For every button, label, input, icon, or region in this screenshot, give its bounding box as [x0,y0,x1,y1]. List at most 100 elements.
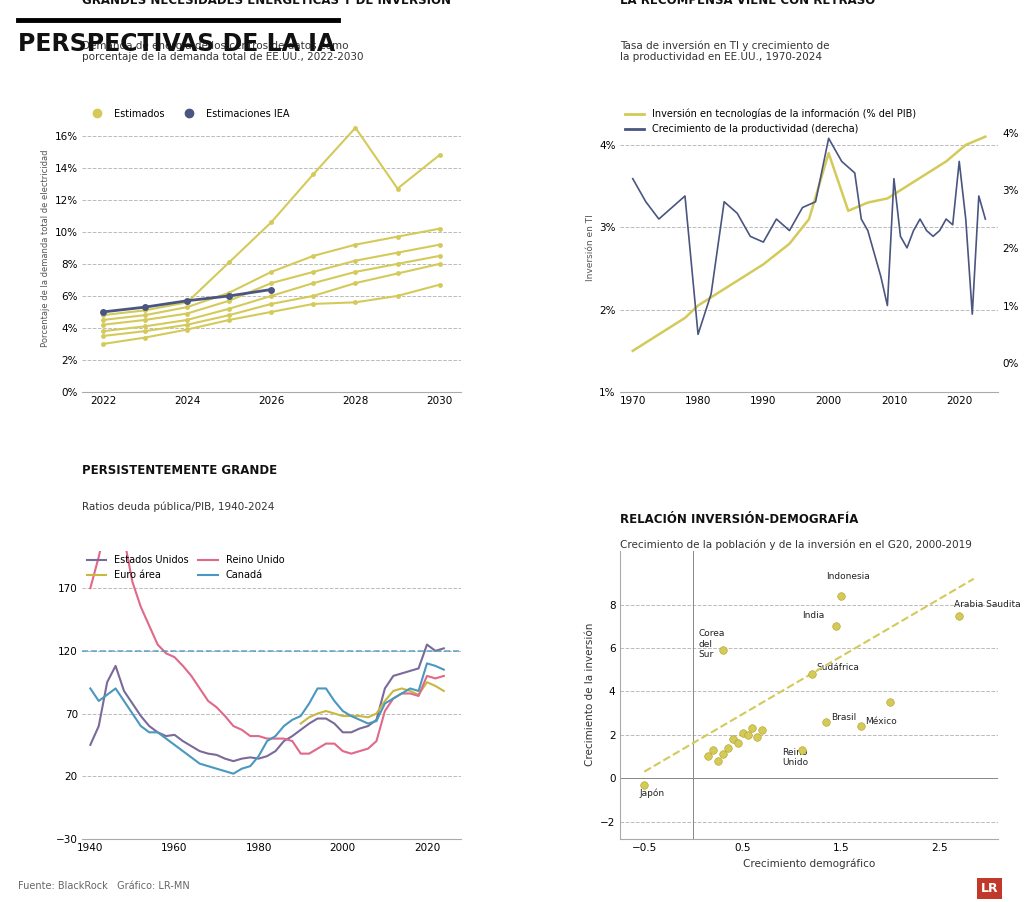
Reino Unido [236,724,248,735]
Legend: Estados Unidos, Euro área, Reino Unido, Canadá: Estados Unidos, Euro área, Reino Unido, … [87,556,285,580]
Euro área [413,689,425,700]
Reino Unido [337,746,349,757]
Estados Unidos [194,746,206,757]
Text: Sudáfrica: Sudáfrica [816,663,859,672]
Estados Unidos [371,714,383,725]
Estados Unidos [387,670,399,681]
Canadá [286,714,298,725]
Y-axis label: Inversión en TI: Inversión en TI [586,215,595,281]
Reino Unido [379,705,391,716]
Line: Euro área: Euro área [301,682,443,723]
Canadá [135,721,147,732]
Reino Unido [160,648,172,658]
Point [827,619,844,633]
Canadá [421,658,433,668]
Estados Unidos [404,666,417,676]
Canadá [319,683,332,694]
Estados Unidos [185,741,198,751]
Estados Unidos [345,727,357,738]
Reino Unido [353,746,366,757]
Text: Ratios deuda pública/PIB, 1940-2024: Ratios deuda pública/PIB, 1940-2024 [82,502,274,512]
Reino Unido [92,551,104,562]
Reino Unido [210,702,222,713]
Canadá [118,695,130,706]
Canadá [227,769,240,779]
Canadá [152,727,164,738]
Canadá [210,763,222,774]
Estados Unidos [295,724,307,735]
Point [725,732,741,746]
Point [715,747,731,761]
Estados Unidos [177,736,189,747]
Text: Brasil: Brasil [831,713,856,722]
Reino Unido [168,652,180,663]
Estados Unidos [110,660,122,671]
Estados Unidos [361,721,374,732]
Euro área [303,712,315,723]
Reino Unido [227,721,240,732]
Point [636,778,652,792]
Reino Unido [329,738,341,749]
Reino Unido [421,670,433,681]
Reino Unido [429,673,441,684]
Reino Unido [118,532,130,543]
Euro área [295,718,307,729]
Estados Unidos [168,730,180,741]
Point [951,608,968,622]
Reino Unido [404,688,417,699]
Estados Unidos [421,640,433,650]
Canadá [126,708,138,719]
Reino Unido [395,688,408,699]
Canadá [387,693,399,704]
Canadá [84,683,96,694]
Canadá [413,686,425,696]
Reino Unido [177,660,189,671]
Text: LR: LR [981,882,998,895]
Text: Crecimiento de la población y de la inversión en el G20, 2000-2019: Crecimiento de la población y de la inve… [620,539,972,549]
Reino Unido [413,691,425,702]
Estados Unidos [319,713,332,724]
Estados Unidos [135,711,147,722]
Canadá [371,715,383,726]
Estados Unidos [353,723,366,734]
Euro área [437,686,450,696]
Estados Unidos [337,727,349,738]
Estados Unidos [236,753,248,764]
Text: LA RECOMPENSA VIENE CON RETRASO: LA RECOMPENSA VIENE CON RETRASO [620,0,874,7]
Text: Reino
Unido: Reino Unido [782,748,808,768]
Reino Unido [110,495,122,506]
Canadá [177,746,189,757]
Euro área [361,712,374,723]
Estados Unidos [101,676,114,687]
Reino Unido [311,743,324,754]
Reino Unido [437,670,450,681]
Canadá [101,689,114,700]
Reino Unido [303,749,315,759]
Point [715,643,731,658]
Euro área [387,686,399,696]
Canadá [202,760,214,771]
Canadá [437,664,450,675]
Point [734,725,751,740]
Estados Unidos [152,727,164,738]
Canadá [185,752,198,763]
Reino Unido [371,736,383,747]
Text: RELACIÓN INVERSIÓN-DEMOGRAFÍA: RELACIÓN INVERSIÓN-DEMOGRAFÍA [620,513,858,526]
Estados Unidos [413,663,425,674]
Text: GRANDES NECESIDADES ENERGÉTICAS Y DE INVERSIÓN: GRANDES NECESIDADES ENERGÉTICAS Y DE INV… [82,0,451,7]
Estados Unidos [286,731,298,741]
Reino Unido [244,731,256,741]
Text: Corea
del
Sur: Corea del Sur [698,630,725,659]
Euro área [395,683,408,694]
Canadá [311,683,324,694]
Point [729,736,745,750]
Canadá [303,698,315,709]
Reino Unido [143,621,156,631]
Point [833,589,849,603]
Text: Indonesia: Indonesia [826,572,870,581]
Estados Unidos [261,750,273,761]
Canadá [379,698,391,709]
Point [700,750,717,764]
Estados Unidos [92,721,104,732]
Reino Unido [152,640,164,650]
